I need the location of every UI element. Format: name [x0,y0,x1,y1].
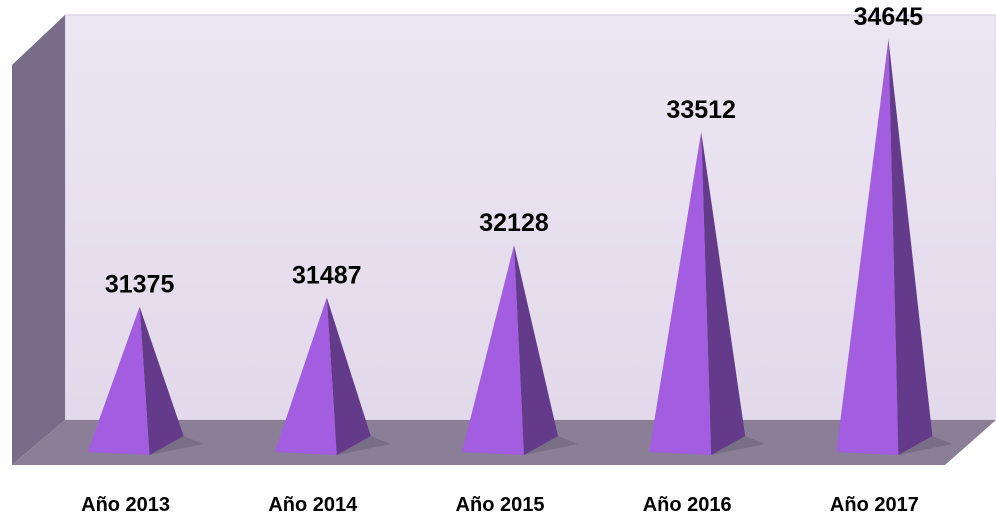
pyramid-side [514,245,558,455]
pyramid-side [701,131,746,455]
value-label: 32128 [479,209,549,237]
pyramid-side [326,297,371,455]
pyramid [649,131,712,455]
pyramid-side [888,39,933,456]
pyramid [87,306,150,455]
value-label: 33512 [666,96,736,124]
x-tick-label: Año 2015 [456,494,545,516]
value-label: 34645 [854,3,924,31]
x-tick-label: Año 2014 [268,494,358,516]
value-label: 31487 [292,262,362,290]
x-tick-label: Año 2013 [81,494,170,516]
x-tick-label: Año 2016 [643,494,732,516]
pyramid [274,297,337,455]
pyramid [462,245,524,455]
plot: Año 2013 31375 Año 2014 31487 Año 2015 32128 A… [81,3,953,516]
side-wall [12,15,65,465]
x-tick-label: Año 2017 [830,494,919,516]
value-label: 31375 [105,271,175,299]
pyramid-side [139,306,184,455]
pyramid [836,39,899,456]
